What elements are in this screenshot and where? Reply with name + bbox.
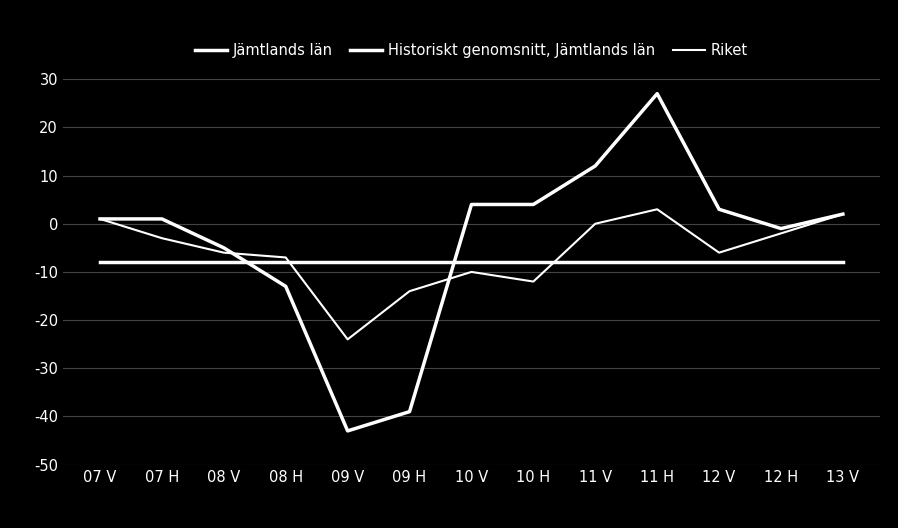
Line: Jämtlands län: Jämtlands län — [100, 93, 843, 431]
Riket — [838, 211, 849, 218]
Jämtlands län — [466, 201, 477, 208]
Riket — [776, 230, 787, 237]
Riket — [466, 269, 477, 275]
Jämtlands län — [838, 211, 849, 218]
Riket — [590, 221, 601, 227]
Historiskt genomsnitt, Jämtlands län — [528, 259, 539, 266]
Historiskt genomsnitt, Jämtlands län — [714, 259, 725, 266]
Historiskt genomsnitt, Jämtlands län — [342, 259, 353, 266]
Riket — [404, 288, 415, 295]
Jämtlands län — [156, 216, 167, 222]
Jämtlands län — [590, 163, 601, 169]
Historiskt genomsnitt, Jämtlands län — [652, 259, 663, 266]
Historiskt genomsnitt, Jämtlands län — [156, 259, 167, 266]
Jämtlands län — [280, 283, 291, 289]
Jämtlands län — [342, 428, 353, 434]
Historiskt genomsnitt, Jämtlands län — [218, 259, 229, 266]
Jämtlands län — [528, 201, 539, 208]
Jämtlands län — [218, 244, 229, 251]
Riket — [714, 250, 725, 256]
Jämtlands län — [652, 90, 663, 97]
Riket — [94, 216, 105, 222]
Historiskt genomsnitt, Jämtlands län — [590, 259, 601, 266]
Riket — [342, 336, 353, 343]
Historiskt genomsnitt, Jämtlands län — [280, 259, 291, 266]
Historiskt genomsnitt, Jämtlands län — [404, 259, 415, 266]
Historiskt genomsnitt, Jämtlands län — [94, 259, 105, 266]
Jämtlands län — [776, 225, 787, 232]
Jämtlands län — [404, 409, 415, 415]
Historiskt genomsnitt, Jämtlands län — [838, 259, 849, 266]
Historiskt genomsnitt, Jämtlands län — [466, 259, 477, 266]
Riket — [280, 254, 291, 261]
Riket — [528, 278, 539, 285]
Historiskt genomsnitt, Jämtlands län — [776, 259, 787, 266]
Jämtlands län — [714, 206, 725, 212]
Riket — [156, 235, 167, 241]
Line: Riket: Riket — [100, 209, 843, 340]
Jämtlands län — [94, 216, 105, 222]
Legend: Jämtlands län, Historiskt genomsnitt, Jämtlands län, Riket: Jämtlands län, Historiskt genomsnitt, Jä… — [189, 37, 753, 64]
Riket — [218, 250, 229, 256]
Riket — [652, 206, 663, 212]
